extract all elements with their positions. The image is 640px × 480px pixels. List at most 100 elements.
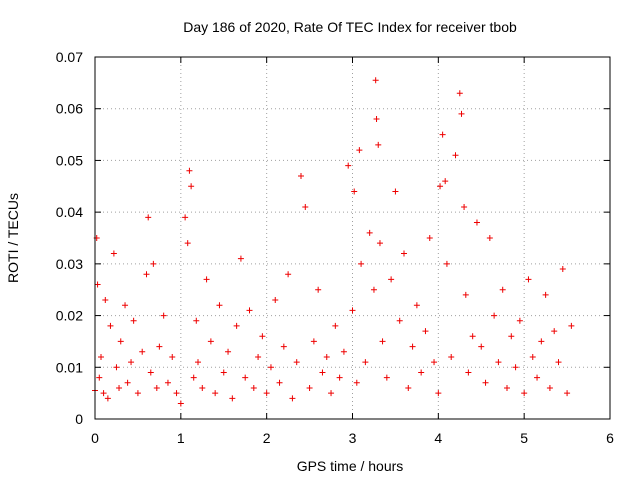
data-point [328, 390, 335, 397]
data-point [568, 322, 575, 329]
data-point [546, 384, 553, 391]
data-point [147, 369, 154, 376]
data-point [486, 235, 493, 241]
axis-ticks: 0 1 2 3 4 5 6 0 0.01 0.02 0.03 0.04 0.05 0.06 0.07 [56, 49, 614, 446]
data-point [508, 333, 515, 340]
data-point [413, 302, 420, 309]
data-point [376, 240, 383, 247]
data-point [499, 286, 506, 293]
data-point [130, 317, 137, 324]
data-point [216, 302, 223, 309]
data-point [405, 384, 412, 391]
data-point [306, 384, 313, 391]
data-point [448, 353, 455, 360]
data-point [94, 281, 101, 288]
data-point [516, 317, 523, 324]
data-point [353, 379, 360, 386]
data-point [418, 369, 425, 376]
data-point [289, 395, 296, 402]
data-point [310, 338, 317, 345]
data-point [302, 203, 309, 210]
data-point [336, 374, 343, 381]
y-tick-label: 0.01 [56, 359, 83, 375]
data-point [134, 390, 141, 397]
data-point [220, 369, 227, 376]
grid-lines [95, 57, 610, 419]
data-point [110, 250, 117, 257]
data-point [465, 369, 472, 376]
data-point [551, 328, 558, 335]
x-tick-label: 1 [177, 430, 185, 446]
data-point [199, 384, 206, 391]
data-point [340, 348, 347, 355]
y-tick-label: 0 [75, 411, 83, 427]
data-point [190, 374, 197, 381]
data-point [426, 235, 433, 241]
data-point [332, 322, 339, 329]
data-point [263, 390, 270, 397]
data-point [435, 390, 442, 397]
data-point [401, 250, 407, 257]
data-point [525, 276, 532, 283]
data-point [195, 359, 201, 366]
data-point [469, 333, 476, 340]
data-point [102, 297, 109, 304]
data-point [349, 307, 356, 314]
data-point [250, 384, 257, 391]
data-point [182, 214, 189, 221]
data-point [473, 219, 480, 226]
data-point [478, 343, 485, 350]
data-point [431, 359, 438, 366]
y-tick-label: 0.05 [56, 152, 83, 168]
x-tick-label: 0 [91, 430, 99, 446]
data-point [534, 374, 541, 381]
data-point [323, 353, 330, 360]
x-tick-label: 4 [434, 430, 442, 446]
data-point [212, 390, 219, 397]
data-point [379, 338, 386, 345]
data-point [145, 214, 152, 221]
data-point [169, 353, 176, 360]
data-points [92, 77, 575, 407]
data-point [564, 390, 571, 397]
data-point [150, 260, 157, 267]
data-point [437, 183, 444, 190]
y-tick-label: 0.06 [56, 101, 83, 117]
data-point [229, 395, 236, 402]
data-point [160, 312, 167, 319]
x-tick-label: 3 [349, 430, 357, 446]
data-point [128, 359, 135, 366]
data-point [491, 312, 498, 319]
data-point [186, 167, 193, 174]
data-point [285, 271, 292, 278]
data-point [113, 364, 120, 371]
data-point [246, 307, 253, 314]
y-tick-label: 0.07 [56, 49, 83, 65]
data-point [538, 338, 545, 345]
data-point [458, 110, 465, 117]
x-tick-label: 6 [606, 430, 614, 446]
data-point [184, 240, 191, 247]
data-point [504, 384, 510, 391]
data-point [542, 291, 549, 298]
data-point [372, 77, 379, 84]
data-point [392, 188, 399, 195]
data-point [462, 291, 469, 298]
data-point [188, 183, 195, 190]
data-point [124, 379, 131, 386]
data-point [207, 338, 214, 345]
x-tick-label: 5 [520, 430, 528, 446]
data-point [203, 276, 210, 283]
data-point [156, 343, 163, 350]
data-point [98, 353, 105, 360]
data-point [370, 286, 377, 293]
data-point [173, 390, 180, 397]
data-point [315, 286, 322, 293]
y-tick-label: 0.03 [56, 256, 83, 272]
data-point [242, 374, 249, 381]
data-point [358, 260, 365, 267]
data-point [373, 116, 380, 123]
data-point [237, 255, 244, 262]
x-axis-label: GPS time / hours [297, 458, 404, 474]
